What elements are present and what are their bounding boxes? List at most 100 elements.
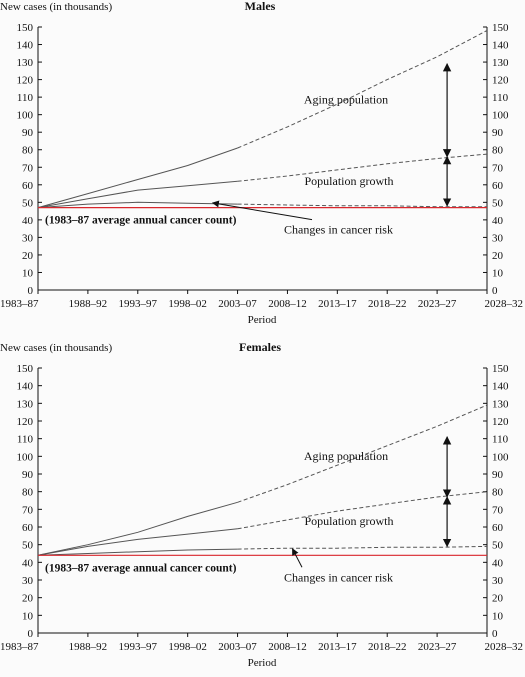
females-y-tick-label-right: 0 [492, 628, 498, 640]
females-y-tick-label-right: 120 [492, 416, 509, 428]
females-y-tick-label-left: 30 [22, 575, 34, 587]
females-y-tick-label-left: 90 [22, 469, 34, 481]
males-x-tick-label: 1998–02 [168, 298, 207, 310]
males-y-tick-label-left: 20 [22, 250, 34, 262]
males-y-tick-label-left: 120 [17, 75, 34, 87]
females-y-tick-label-left: 50 [22, 540, 34, 552]
males-y-tick-label-right: 40 [492, 215, 504, 227]
males-y-tick-label-left: 130 [17, 57, 34, 69]
females-y-tick-label-left: 70 [22, 504, 34, 516]
females-x-tick-label: 1998–02 [168, 641, 207, 653]
females-x-tick-label: 2018–22 [368, 641, 407, 653]
females-y-tick-label-right: 60 [492, 522, 504, 534]
males-growth-annotation: Population growth [305, 174, 394, 188]
males-y-tick-label-right: 70 [492, 162, 504, 174]
males-x-tick-label: 2028–32 [485, 298, 524, 310]
males-x-tick-label: 2008–12 [268, 298, 307, 310]
males-y-tick-label-left: 10 [22, 267, 34, 279]
males-x-axis-title: Period [248, 314, 277, 326]
males-x-tick-label: 2023–27 [418, 298, 457, 310]
males-y-tick-label-left: 140 [17, 40, 34, 52]
females-x-tick-label: 2023–27 [418, 641, 457, 653]
females-aging-line-projected [237, 404, 488, 503]
males-y-tick-label-right: 80 [492, 145, 504, 157]
females-y-tick-label-left: 0 [28, 628, 34, 640]
males-y-tick-label-right: 20 [492, 250, 504, 262]
males-y-tick-label-left: 80 [22, 145, 34, 157]
females-risk-annotation: Changes in cancer risk [284, 570, 393, 584]
females-y-tick-label-left: 20 [22, 593, 34, 605]
females-growth-line-observed [37, 528, 238, 556]
females-y-tick-label-right: 20 [492, 593, 504, 605]
males-aging-annotation: Aging population [304, 92, 388, 106]
males-y-tick-label-right: 140 [492, 40, 509, 52]
males-y-tick-label-right: 100 [492, 110, 509, 122]
males-x-tick-label: 2003–07 [218, 298, 257, 310]
females-y-tick-label-left: 120 [17, 416, 34, 428]
males-y-tick-label-right: 150 [492, 22, 509, 34]
females-y-tick-label-left: 80 [22, 487, 34, 499]
females-y-tick-label-right: 130 [492, 398, 509, 410]
males-y-tick-label-left: 90 [22, 127, 34, 139]
females-y-tick-label-right: 150 [492, 363, 509, 375]
females-risk-line-projected [237, 545, 488, 550]
females-growth-annotation: Population growth [305, 514, 394, 528]
females-y-tick-label-right: 140 [492, 381, 509, 393]
females-x-tick-label: 2003–07 [218, 641, 257, 653]
males-y-tick-label-right: 30 [492, 232, 504, 244]
males-y-tick-label-right: 110 [492, 92, 509, 104]
males-y-tick-label-right: 10 [492, 267, 504, 279]
males-y-tick-label-left: 100 [17, 110, 34, 122]
females-y-tick-label-left: 140 [17, 381, 34, 393]
females-x-tick-label: 2008–12 [268, 641, 307, 653]
females-y-tick-label-left: 110 [17, 434, 34, 446]
males-risk-pointer-arrow [211, 200, 313, 221]
females-baseline-annotation: (1983–87 average annual cancer count) [45, 562, 237, 574]
females-y-tick-label-right: 70 [492, 504, 504, 516]
females-risk-pointer-arrow [291, 548, 303, 568]
males-chart: 0 0 10 10 20 20 30 30 40 40 50 50 60 60 70 70 80 80 90 90 10… [0, 0, 523, 326]
males-aging-line-observed [37, 147, 238, 209]
females-y-axis-title: New cases (in thousands) [0, 342, 112, 354]
males-x-tick-label: 2013–17 [318, 298, 357, 310]
males-x-tick-label: 1983–87 [0, 298, 39, 310]
females-y-tick-label-left: 40 [22, 557, 34, 569]
males-chart-title: Males [245, 0, 276, 13]
females-aging-line-observed [37, 501, 238, 556]
females-y-tick-label-left: 60 [22, 522, 34, 534]
males-y-tick-label-left: 50 [22, 197, 34, 209]
males-y-tick-label-left: 70 [22, 162, 34, 174]
males-y-tick-label-right: 90 [492, 127, 504, 139]
males-y-tick-label-right: 130 [492, 57, 509, 69]
females-x-axis-title: Period [248, 657, 277, 669]
males-y-tick-label-left: 60 [22, 180, 34, 192]
males-risk-line-projected [237, 203, 487, 208]
females-x-tick-label: 1988–92 [69, 641, 108, 653]
females-y-tick-label-right: 40 [492, 557, 504, 569]
males-y-axis-title: New cases (in thousands) [0, 1, 112, 13]
males-y-tick-label-right: 60 [492, 180, 504, 192]
males-y-tick-label-left: 110 [17, 92, 34, 104]
males-y-tick-label-right: 0 [492, 285, 498, 297]
males-aging-line-projected [237, 30, 488, 149]
females-x-tick-label: 2013–17 [318, 641, 357, 653]
males-y-tick-label-left: 150 [17, 22, 34, 34]
females-x-tick-label: 1983–87 [0, 641, 39, 653]
males-growth-line-observed [37, 180, 238, 209]
males-baseline-annotation: (1983–87 average annual cancer count) [45, 215, 237, 227]
females-y-tick-label-left: 130 [17, 398, 34, 410]
males-y-tick-label-left: 30 [22, 232, 34, 244]
males-x-tick-label: 2018–22 [368, 298, 407, 310]
females-y-tick-label-left: 10 [22, 610, 34, 622]
females-y-tick-label-right: 80 [492, 487, 504, 499]
males-x-tick-label: 1988–92 [69, 298, 108, 310]
females-y-tick-label-left: 100 [17, 451, 34, 463]
females-y-tick-label-right: 100 [492, 451, 509, 463]
females-y-tick-label-right: 90 [492, 469, 504, 481]
males-y-tick-label-right: 120 [492, 75, 509, 87]
females-chart: 0 0 10 10 20 20 30 30 40 40 50 50 60 60 70 70 80 80 90 90 10… [0, 340, 523, 669]
males-risk-annotation: Changes in cancer risk [284, 223, 393, 237]
females-y-tick-label-right: 50 [492, 540, 504, 552]
males-y-tick-label-left: 0 [28, 285, 34, 297]
